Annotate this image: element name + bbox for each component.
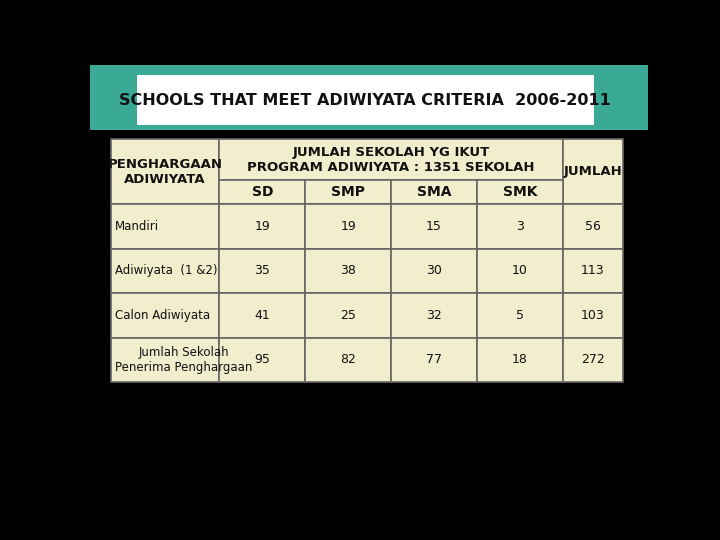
Text: JUMLAH: JUMLAH <box>564 165 622 178</box>
Bar <box>220 338 305 382</box>
Bar <box>391 248 477 293</box>
Text: 35: 35 <box>254 265 270 278</box>
Text: 32: 32 <box>426 309 442 322</box>
Bar <box>391 179 477 204</box>
Bar <box>477 204 563 248</box>
Bar <box>477 338 563 382</box>
Bar <box>563 293 624 338</box>
Text: 18: 18 <box>512 353 528 366</box>
Bar <box>220 248 305 293</box>
Bar <box>305 204 391 248</box>
Text: 95: 95 <box>254 353 270 366</box>
Text: SMP: SMP <box>331 185 365 199</box>
Text: 19: 19 <box>254 220 270 233</box>
Bar <box>391 204 477 248</box>
Text: PENGHARGAAN
ADIWIYATA: PENGHARGAAN ADIWIYATA <box>108 158 222 186</box>
Bar <box>563 139 624 204</box>
Text: 77: 77 <box>426 353 442 366</box>
Bar <box>111 293 220 338</box>
Text: SCHOOLS THAT MEET ADIWIYATA CRITERIA  2006-2011: SCHOOLS THAT MEET ADIWIYATA CRITERIA 200… <box>120 93 611 107</box>
Text: 3: 3 <box>516 220 523 233</box>
Text: 82: 82 <box>341 353 356 366</box>
Text: 113: 113 <box>581 265 605 278</box>
Bar <box>305 338 391 382</box>
Text: 19: 19 <box>341 220 356 233</box>
Text: SD: SD <box>251 185 273 199</box>
Bar <box>391 293 477 338</box>
Bar <box>220 204 305 248</box>
Bar <box>220 293 305 338</box>
Bar <box>563 338 624 382</box>
Text: 25: 25 <box>341 309 356 322</box>
Text: 56: 56 <box>585 220 601 233</box>
Bar <box>305 179 391 204</box>
Text: Jumlah Sekolah
Penerima Penghargaan: Jumlah Sekolah Penerima Penghargaan <box>114 346 252 374</box>
Bar <box>111 338 220 382</box>
Bar <box>477 179 563 204</box>
Bar <box>111 139 220 204</box>
Bar <box>111 248 220 293</box>
Bar <box>137 75 594 125</box>
Text: JUMLAH SEKOLAH YG IKUT
PROGRAM ADIWIYATA : 1351 SEKOLAH: JUMLAH SEKOLAH YG IKUT PROGRAM ADIWIYATA… <box>248 145 535 173</box>
Text: 38: 38 <box>341 265 356 278</box>
Text: 41: 41 <box>254 309 270 322</box>
Text: Calon Adiwiyata: Calon Adiwiyata <box>114 309 210 322</box>
Text: Mandiri: Mandiri <box>114 220 159 233</box>
Bar <box>563 248 624 293</box>
Text: 103: 103 <box>581 309 605 322</box>
Bar <box>111 204 220 248</box>
Bar <box>391 338 477 382</box>
Text: SMA: SMA <box>417 185 451 199</box>
Text: 5: 5 <box>516 309 524 322</box>
Bar <box>563 204 624 248</box>
Text: 15: 15 <box>426 220 442 233</box>
Bar <box>477 293 563 338</box>
Bar <box>90 65 648 130</box>
Bar <box>220 139 563 179</box>
Text: 10: 10 <box>512 265 528 278</box>
Bar <box>305 293 391 338</box>
Text: SMK: SMK <box>503 185 537 199</box>
Text: 30: 30 <box>426 265 442 278</box>
Bar <box>220 179 305 204</box>
Bar <box>477 248 563 293</box>
Text: 272: 272 <box>581 353 605 366</box>
Text: Adiwiyata  (1 &2): Adiwiyata (1 &2) <box>114 265 217 278</box>
Bar <box>305 248 391 293</box>
